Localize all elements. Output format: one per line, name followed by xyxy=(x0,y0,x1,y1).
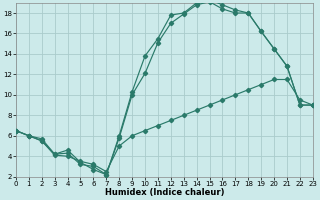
X-axis label: Humidex (Indice chaleur): Humidex (Indice chaleur) xyxy=(105,188,224,197)
